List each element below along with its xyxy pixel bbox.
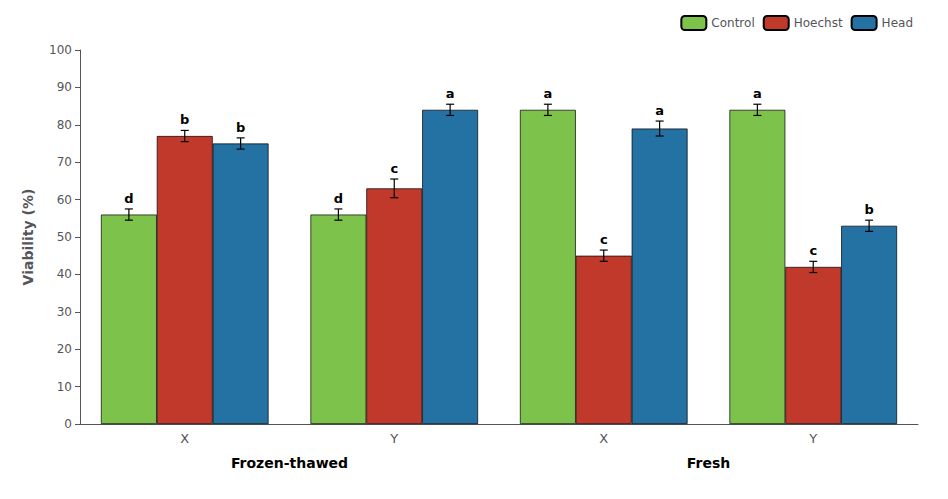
- svg-text:d: d: [334, 191, 343, 206]
- svg-text:a: a: [753, 86, 762, 101]
- svg-text:60: 60: [57, 193, 72, 207]
- svg-text:Y: Y: [808, 431, 817, 446]
- svg-text:Y: Y: [389, 431, 398, 446]
- svg-text:90: 90: [57, 80, 72, 94]
- svg-text:40: 40: [57, 267, 72, 281]
- svg-text:Hoechst: Hoechst: [794, 16, 843, 30]
- svg-text:b: b: [864, 202, 873, 217]
- svg-text:b: b: [236, 120, 245, 135]
- svg-text:Fresh: Fresh: [687, 455, 730, 471]
- svg-text:Viability (%): Viability (%): [20, 189, 36, 286]
- svg-text:b: b: [180, 112, 189, 127]
- svg-text:80: 80: [57, 118, 72, 132]
- svg-text:d: d: [124, 191, 133, 206]
- svg-text:30: 30: [57, 305, 72, 319]
- svg-text:100: 100: [49, 43, 72, 57]
- svg-text:Head: Head: [882, 16, 913, 30]
- svg-text:20: 20: [57, 342, 72, 356]
- svg-text:X: X: [599, 431, 608, 446]
- svg-text:a: a: [655, 103, 664, 118]
- svg-text:Control: Control: [711, 16, 754, 30]
- svg-text:c: c: [390, 161, 398, 176]
- svg-text:c: c: [809, 243, 817, 258]
- svg-text:Frozen-thawed: Frozen-thawed: [231, 455, 348, 471]
- svg-text:50: 50: [57, 230, 72, 244]
- svg-text:10: 10: [57, 380, 72, 394]
- svg-text:a: a: [543, 86, 552, 101]
- svg-text:0: 0: [64, 417, 72, 431]
- svg-text:X: X: [180, 431, 189, 446]
- svg-text:c: c: [600, 232, 608, 247]
- svg-text:a: a: [446, 86, 455, 101]
- svg-text:70: 70: [57, 155, 72, 169]
